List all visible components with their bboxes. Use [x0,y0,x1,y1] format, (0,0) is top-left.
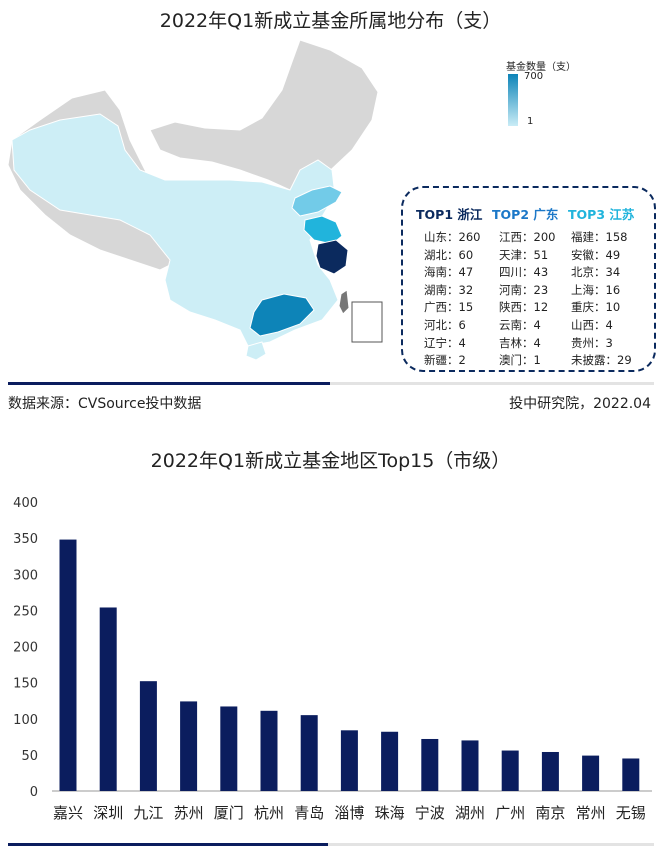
province-count-cell: 广西：15 [424,300,474,315]
map-inset-box [351,301,383,343]
bar-chart-title: 2022年Q1新成立基金地区Top15（市级） [150,450,511,472]
province-count-cell: 海南：47 [424,265,474,280]
x-category-label: 嘉兴 [53,804,83,822]
top1-rank: TOP1 [416,207,454,222]
province-count-cell: 未披露：29 [571,353,632,368]
province-count-cell: 天津：51 [499,247,549,262]
province-count-cell: 四川：43 [499,265,549,280]
bar-chart: 0 50 100 150 200 250 300 350 400 嘉兴 深圳 九江 苏州 厦门 杭州 青岛 淄博… [13,496,652,822]
x-category-label: 苏州 [174,804,204,822]
y-tick-label: 50 [21,749,38,764]
bar-0 [59,539,77,791]
x-category-label: 广州 [495,804,525,822]
y-tick-label: 250 [13,604,38,619]
legend-gradient-bar [508,74,518,126]
top1-name: 浙江 [457,207,483,222]
bar-13 [582,755,600,791]
x-category-label: 杭州 [254,804,284,822]
map-region-zhejiang [315,239,349,275]
x-category-label: 深圳 [93,804,123,822]
divider-dark [8,382,330,385]
y-tick-label: 300 [13,568,38,583]
top1-label: TOP1 浙江 [416,204,482,223]
y-tick-label: 100 [13,713,38,728]
map-light-region-hainan [245,341,267,361]
divider-light [330,382,654,385]
x-category-label: 常州 [576,804,606,822]
top2-rank: TOP2 [492,207,530,222]
province-count-cell: 河南：23 [499,282,549,297]
bar-9 [421,738,439,791]
legend-min-label: 1 [527,116,534,127]
province-count-cell: 福建：158 [571,230,628,244]
province-count-cell: 湖南：32 [424,282,474,297]
bar-11 [501,750,519,791]
province-count-cell: 山东：260 [424,230,481,244]
province-count-cell: 重庆：10 [571,300,621,315]
y-tick-label: 0 [30,785,38,800]
province-count-cell: 河北：6 [424,318,466,332]
top2-name: 广东 [533,207,559,222]
province-count-cell: 湖北：60 [424,247,474,262]
top3-rank: TOP3 [568,207,606,222]
bar-5 [260,710,278,791]
province-count-cell: 新疆：2 [424,353,466,368]
bottom-divider-dark [8,843,328,846]
bar-10 [461,740,479,791]
top2-label: TOP2 广东 [492,204,558,223]
map-region-taiwan [338,289,350,315]
legend-max-label: 700 [524,71,544,82]
province-count-cell: 吉林：4 [499,335,541,350]
x-category-label: 湖州 [455,804,485,822]
legend-title: 基金数量（支） [506,62,576,73]
data-source-label: 数据来源：CVSource投中数据 [8,396,202,412]
bar-12 [541,751,559,791]
bar-7 [340,730,358,791]
bar-1 [99,607,117,791]
bar-14 [622,758,640,791]
x-category-label: 无锡 [616,804,646,822]
map-region-shandong [291,185,343,217]
province-count-cell: 贵州：3 [571,335,613,350]
y-tick-label: 350 [13,532,38,547]
map-title: 2022年Q1新成立基金所属地分布（支） [159,10,502,32]
map-light-region [11,113,339,347]
province-count-cell: 云南：4 [499,318,541,332]
map-region-guangdong [249,293,315,337]
x-category-label: 厦门 [214,804,244,822]
province-count-cell: 江西：200 [499,230,556,244]
x-category-label: 珠海 [375,804,405,822]
y-tick-label: 400 [13,496,38,511]
bar-2 [139,681,157,791]
bar-6 [300,715,318,791]
top-ranking-box: TOP1 浙江 TOP2 广东 TOP3 江苏 山东：260 江西：200 福建：1… [401,186,656,372]
x-category-label: 九江 [133,804,163,822]
province-count-cell: 陕西：12 [499,300,549,315]
bar-3 [180,701,198,791]
top3-label: TOP3 江苏 [568,204,634,223]
bar-8 [381,731,399,791]
map-grey-region [149,39,379,191]
y-tick-label: 200 [13,641,38,656]
top3-name: 江苏 [609,207,635,222]
province-count-cell: 上海：16 [571,282,621,297]
x-category-label: 淄博 [334,804,364,822]
china-map [7,39,383,361]
province-count-cell: 澳门：1 [499,353,541,368]
province-count-cell: 安徽：49 [571,247,621,262]
province-count-cell: 山西：4 [571,318,613,332]
research-credit-label: 投中研究院，2022.04 [509,396,651,412]
y-tick-label: 150 [13,677,38,692]
province-count-cell: 北京：34 [571,265,621,280]
province-count-cell: 辽宁：4 [424,335,466,350]
bar-4 [220,706,238,791]
x-category-label: 宁波 [415,804,445,822]
bottom-divider-light [328,843,654,846]
x-category-label: 南京 [535,804,565,822]
x-category-label: 青岛 [294,804,324,822]
map-region-jiangsu [303,215,343,245]
